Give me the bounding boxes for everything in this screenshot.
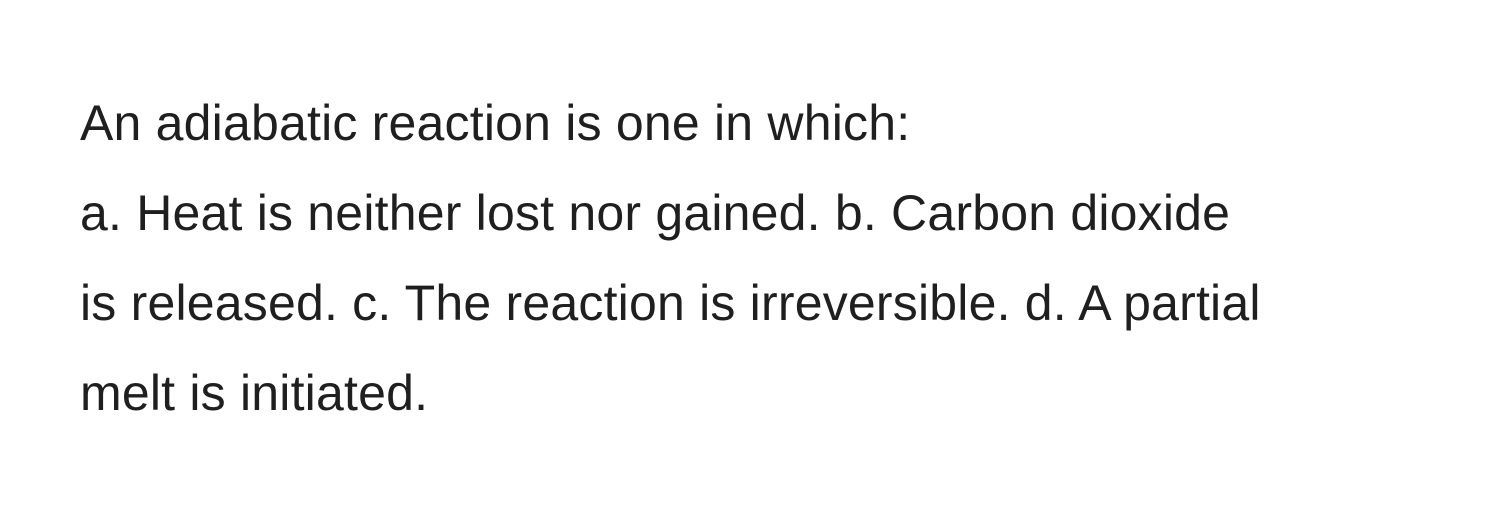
question-options-line-1: a. Heat is neither lost nor gained. b. C…	[80, 168, 1420, 258]
question-stem: An adiabatic reaction is one in which:	[80, 78, 1420, 168]
question-options-line-2: is released. c. The reaction is irrevers…	[80, 258, 1420, 348]
question-page: An adiabatic reaction is one in which: a…	[0, 0, 1500, 512]
question-options-line-3: melt is initiated.	[80, 348, 1420, 438]
question-block: An adiabatic reaction is one in which: a…	[80, 78, 1420, 438]
